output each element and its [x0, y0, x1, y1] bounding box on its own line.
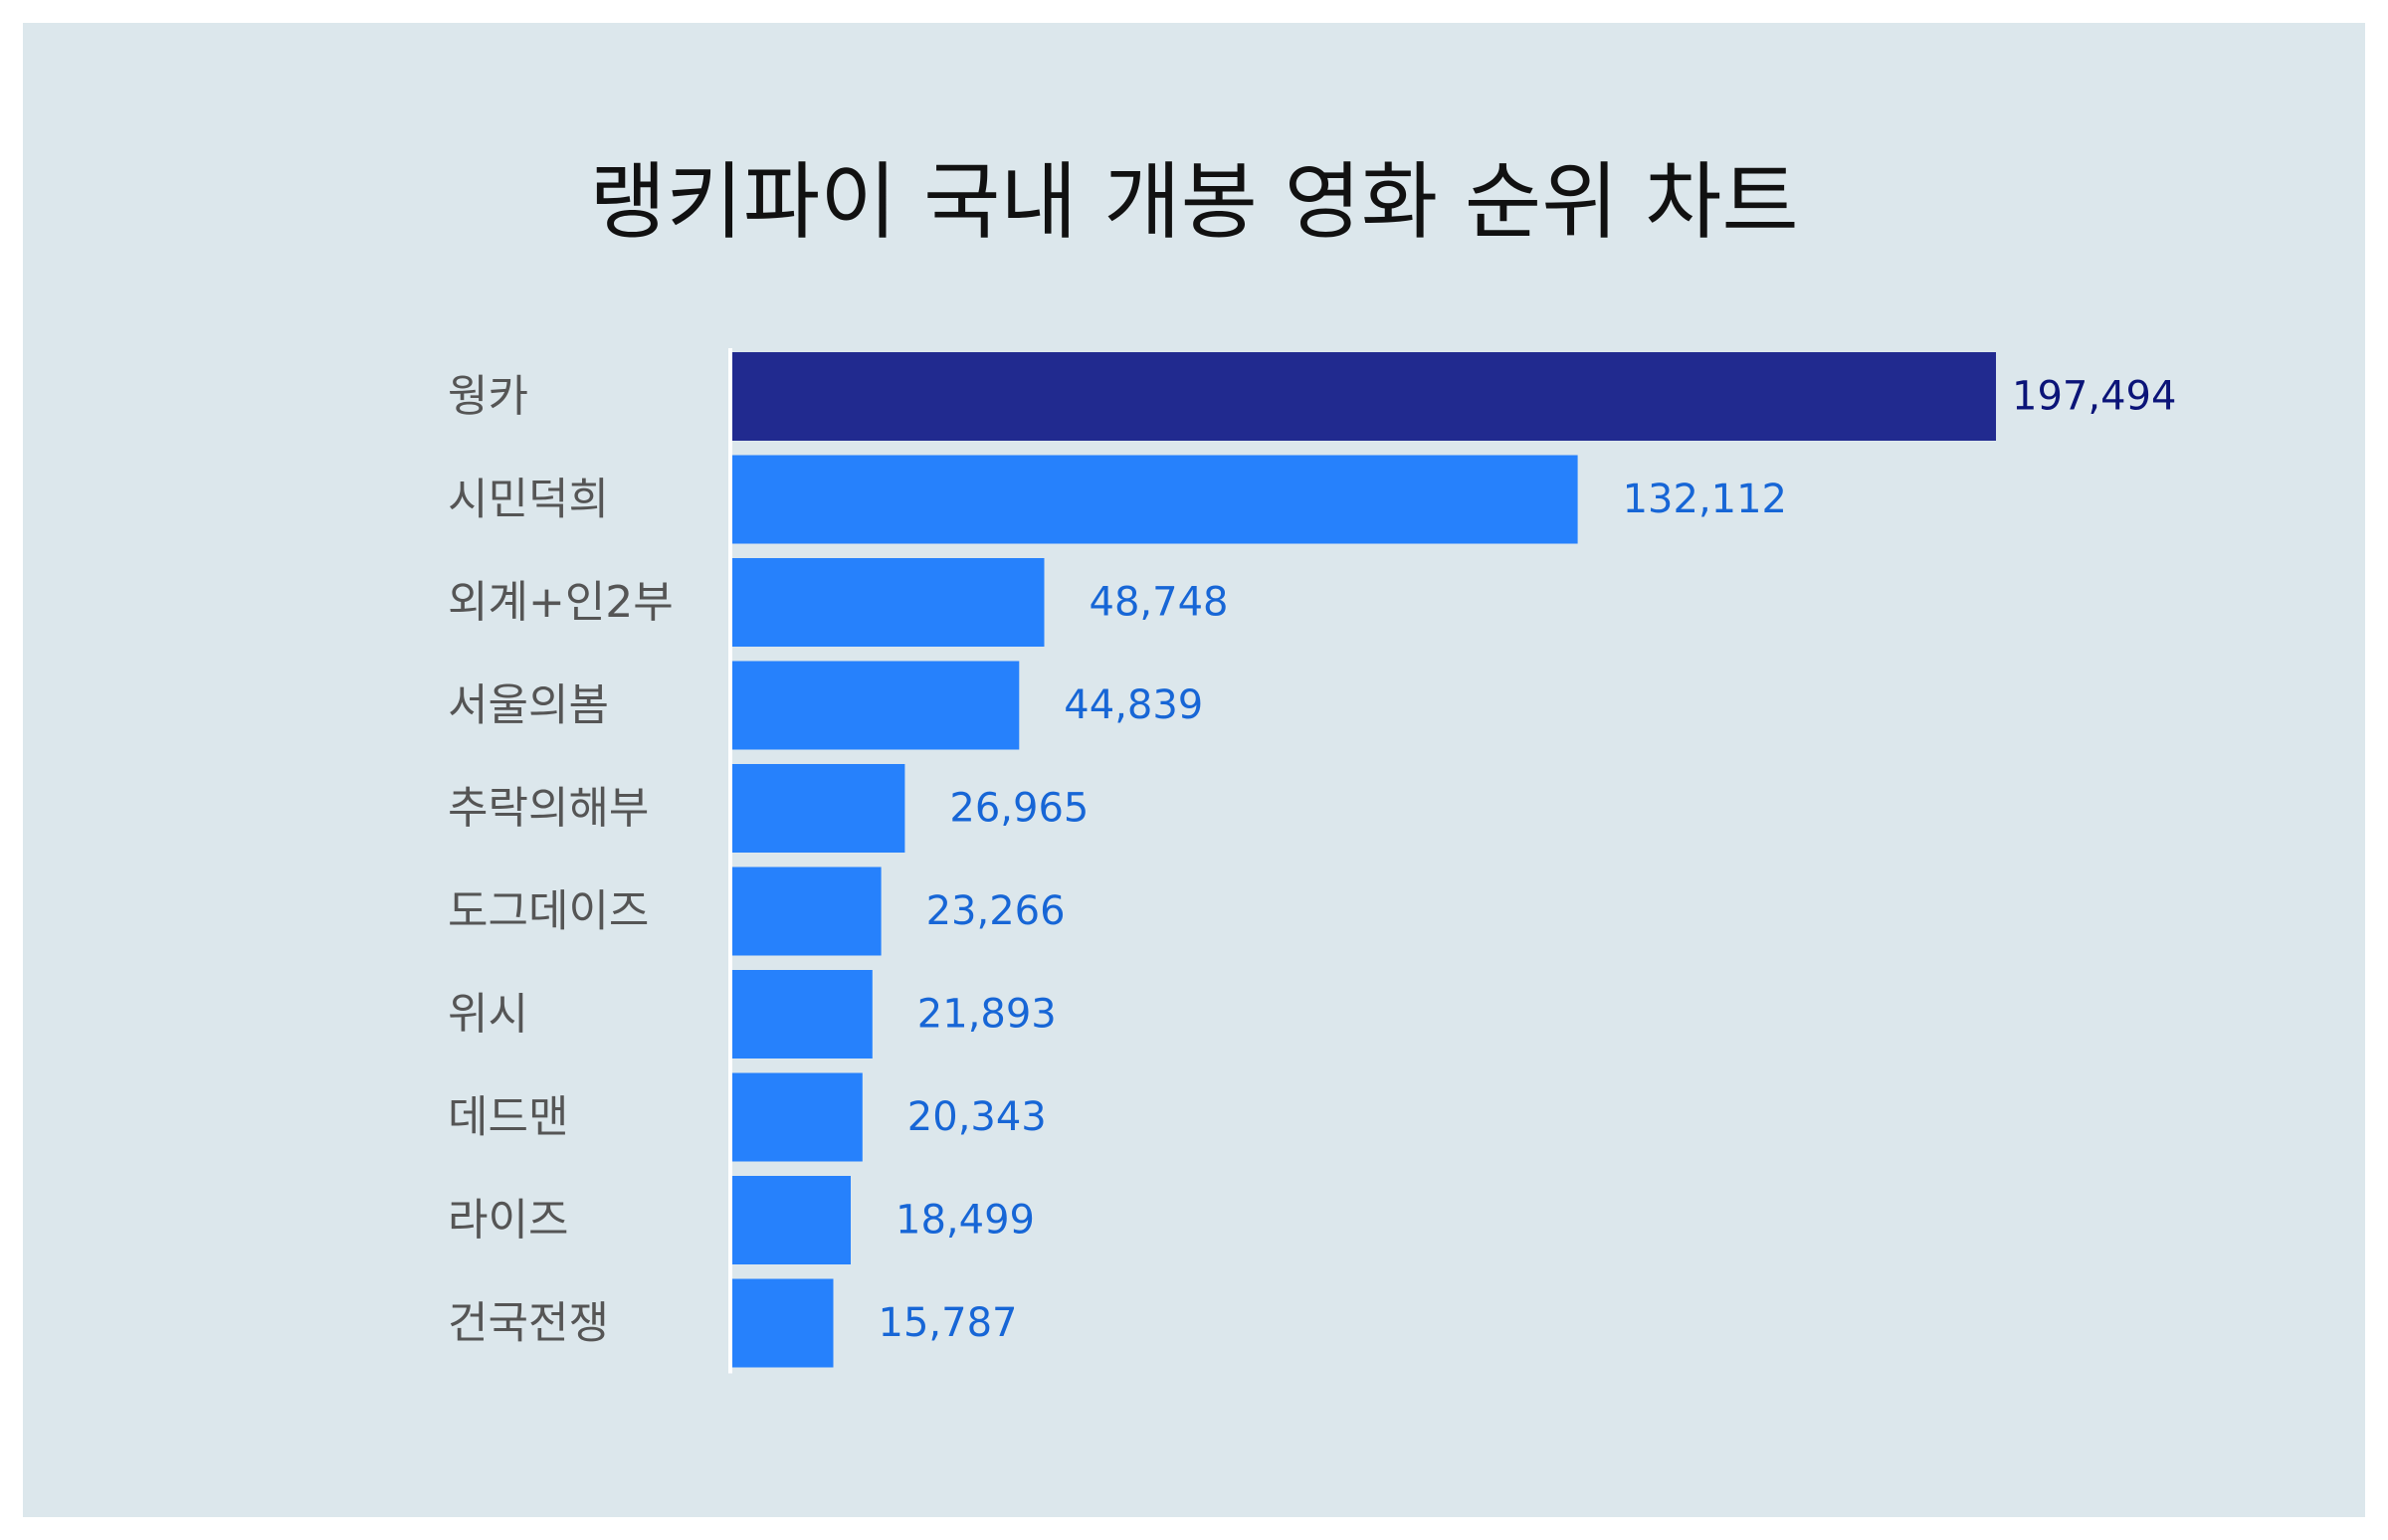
chart-title: 랭키파이 국내 개봉 영화 순위 차트 — [589, 153, 1799, 251]
bar-10 — [732, 1278, 834, 1368]
bar-9 — [732, 1176, 851, 1264]
bar-4 — [732, 661, 1020, 750]
value-label-4: 44,839 — [1064, 682, 1203, 728]
bar-8 — [732, 1072, 863, 1162]
value-label-7: 21,893 — [917, 992, 1057, 1038]
value-label-2: 132,112 — [1623, 477, 1787, 522]
bar-7 — [732, 970, 873, 1059]
category-label-2: 시민덕희 — [448, 475, 609, 525]
bar-5 — [732, 764, 905, 853]
category-label-4: 서울의봄 — [448, 680, 609, 731]
bar-6 — [732, 866, 882, 956]
category-label-10: 건국전쟁 — [448, 1298, 609, 1349]
bar-chart: 웡카 197,494 시민덕희 132,112 외계+인2부 48,748 서울의봄 44,8… — [448, 348, 2176, 1374]
bar-1 — [732, 352, 1996, 441]
bar-3 — [732, 558, 1045, 647]
category-label-7: 위시 — [448, 989, 528, 1040]
category-label-8: 데드맨 — [448, 1092, 568, 1143]
value-label-1: 197,494 — [2012, 374, 2176, 420]
value-label-5: 26,965 — [949, 786, 1089, 832]
chart-canvas: 랭키파이 국내 개봉 영화 순위 차트 웡카 197,494 시민덕희 132,112… — [23, 23, 2365, 1517]
category-label-5: 추락의해부 — [448, 783, 649, 834]
value-label-9: 18,499 — [896, 1198, 1035, 1244]
category-label-6: 도그데이즈 — [448, 886, 649, 937]
value-label-3: 48,748 — [1090, 580, 1229, 626]
value-label-8: 20,343 — [907, 1094, 1047, 1140]
category-label-1: 웡카 — [448, 371, 528, 422]
value-label-10: 15,787 — [879, 1300, 1018, 1346]
category-label-3: 외계+인2부 — [448, 577, 674, 628]
bar-2 — [732, 455, 1578, 544]
value-label-6: 23,266 — [926, 888, 1066, 934]
category-label-9: 라이즈 — [448, 1195, 568, 1246]
